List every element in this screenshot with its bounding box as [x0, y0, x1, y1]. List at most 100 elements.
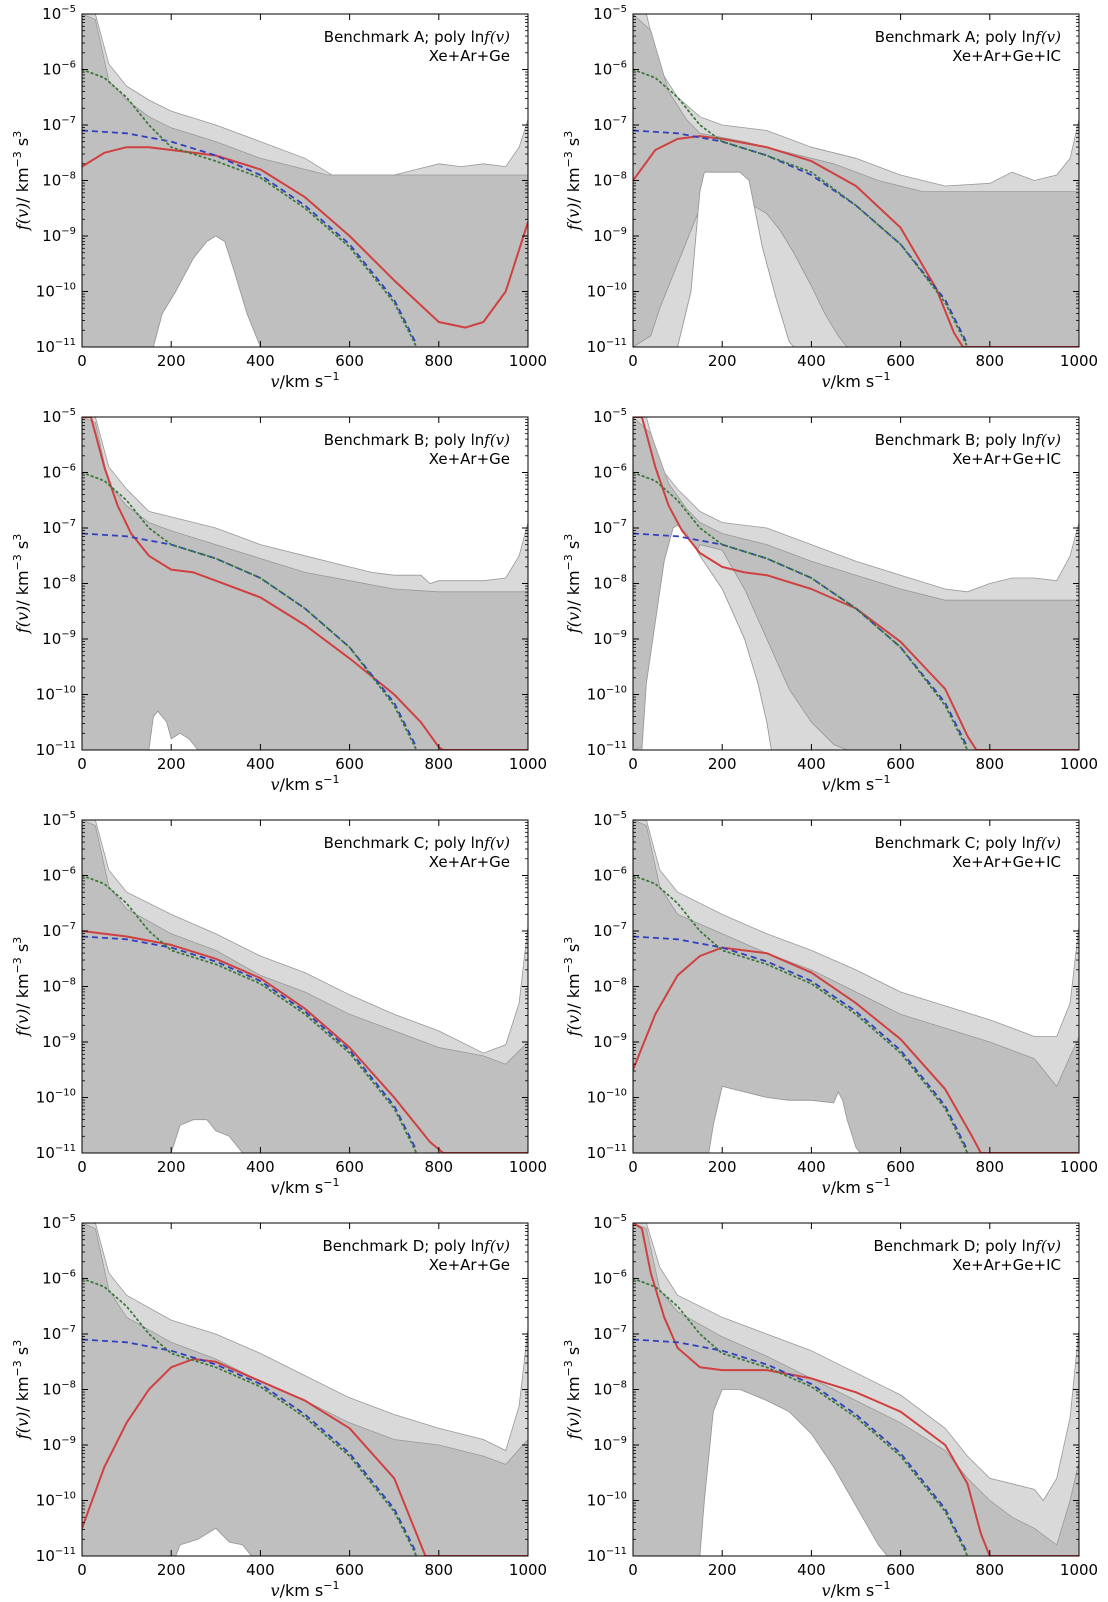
chart-2-plot-area: [633, 14, 1079, 347]
chart-7-y-tick-label: 10−5: [42, 1213, 76, 1232]
chart-1-y-tick-label: 10−11: [36, 337, 76, 356]
chart-8-x-tick-label: 400: [797, 1561, 826, 1579]
chart-6-y-tick-label: 10−9: [593, 1032, 627, 1051]
chart-5-series-solid: [82, 930, 528, 1153]
chart-3-x-tick-label: 600: [335, 755, 364, 773]
chart-4-y-tick-label: 10−6: [593, 463, 627, 482]
chart-6-series-dashed: [633, 935, 969, 1151]
chart-5-title-line2: Xe+Ar+Ge: [429, 853, 510, 871]
chart-8-y-axis-label: f(v)/ km−3 s3: [562, 1340, 583, 1440]
chart-6-y-tick-label: 10−5: [593, 810, 627, 829]
chart-4-title-line1: Benchmark B; poly lnf(v): [875, 431, 1061, 449]
chart-4-x-tick-label: 600: [886, 755, 915, 773]
chart-3-x-tick-label: 800: [424, 755, 453, 773]
chart-7-series-dashed: [82, 1338, 418, 1554]
chart-4-title-line2: Xe+Ar+Ge+IC: [952, 450, 1061, 468]
chart-4-band-gap: [633, 525, 1079, 750]
chart-7-y-tick-label: 10−9: [42, 1435, 76, 1454]
chart-5-band-lower-edge: [82, 1119, 528, 1153]
chart-1-x-tick-label: 0: [77, 352, 87, 370]
chart-4-plot-area: [633, 417, 1079, 750]
chart-8-x-tick-label: 800: [975, 1561, 1004, 1579]
chart-1-x-tick-label: 200: [157, 352, 186, 370]
chart-5-y-tick-label: 10−5: [42, 810, 76, 829]
chart-8-y-tick-label: 10−5: [593, 1213, 627, 1232]
chart-4-y-tick-label: 10−8: [593, 574, 627, 593]
chart-1-x-axis-label: v/km s−1: [271, 370, 340, 391]
chart-1-series-dotted: [82, 68, 418, 347]
chart-7-band-lower-edge: [82, 1527, 528, 1556]
chart-1-x-tick-label: 400: [246, 352, 275, 370]
chart-2-band-lower-edge: [633, 171, 1079, 347]
chart-2-series-solid: [633, 135, 1079, 347]
chart-8-x-tick-label: 0: [628, 1561, 638, 1579]
chart-5-y-tick-label: 10−10: [36, 1088, 76, 1107]
chart-2-y-tick-label: 10−7: [593, 115, 627, 134]
chart-2-y-tick-label: 10−6: [593, 60, 627, 79]
chart-1-plot-area: [82, 14, 528, 347]
chart-8-y-tick-label: 10−7: [593, 1324, 627, 1343]
chart-3-y-tick-label: 10−8: [42, 574, 76, 593]
chart-1-series-solid: [82, 146, 528, 329]
chart-1-y-tick-label: 10−5: [42, 4, 76, 23]
chart-5-x-tick-label: 200: [157, 1158, 186, 1176]
chart-1-y-tick-label: 10−10: [36, 282, 76, 301]
chart-3-x-tick-label: 1000: [509, 755, 547, 773]
chart-3-band-lower-edge: [82, 710, 528, 750]
chart-2-x-tick-label: 600: [886, 352, 915, 370]
chart-8-y-tick-label: 10−6: [593, 1269, 627, 1288]
chart-1-title-line1: Benchmark A; poly lnf(v): [324, 28, 510, 46]
chart-8-y-tick-label: 10−10: [587, 1491, 627, 1510]
chart-5: 0 200 400 600 800 1000 10−5 10−6 10−7 10−8 10−9 10−…: [11, 810, 547, 1197]
chart-2-series-dotted: [633, 68, 969, 347]
chart-7-plot-area: [82, 1223, 528, 1556]
chart-3-y-tick-label: 10−5: [42, 407, 76, 426]
chart-4: 0 200 400 600 800 1000 10−5 10−6 10−7 10−8 10−9 10−…: [562, 407, 1098, 794]
chart-7-y-tick-label: 10−6: [42, 1269, 76, 1288]
chart-3-series-dotted: [82, 471, 418, 750]
chart-8-y-tick-label: 10−11: [587, 1546, 627, 1565]
chart-7: 0 200 400 600 800 1000 10−5 10−6 10−7 10−8 10−9 10−…: [11, 1213, 547, 1600]
chart-8-x-axis-label: v/km s−1: [822, 1579, 891, 1600]
chart-8-x-tick-label: 600: [886, 1561, 915, 1579]
chart-3-x-axis-label: v/km s−1: [271, 773, 340, 794]
chart-7-x-tick-label: 400: [246, 1561, 275, 1579]
chart-4-series-dotted: [633, 471, 969, 750]
chart-6-band-lower-edge: [633, 1085, 1079, 1153]
chart-6-y-tick-label: 10−10: [587, 1088, 627, 1107]
chart-5-band-gap: [82, 1119, 528, 1153]
chart-6-series-solid: [633, 946, 1079, 1153]
chart-5-y-tick-label: 10−8: [42, 977, 76, 996]
chart-4-y-tick-label: 10−11: [587, 740, 627, 759]
chart-5-x-axis-label: v/km s−1: [271, 1176, 340, 1197]
chart-6-x-tick-label: 800: [975, 1158, 1004, 1176]
chart-8-band-lower-edge: [633, 1389, 1079, 1556]
chart-6-x-tick-label: 200: [708, 1158, 737, 1176]
chart-8-band-gap: [633, 1389, 1079, 1556]
chart-5-x-tick-label: 1000: [509, 1158, 547, 1176]
chart-3-title-line2: Xe+Ar+Ge: [429, 450, 510, 468]
chart-1-x-tick-label: 1000: [509, 352, 547, 370]
chart-3-title-line1: Benchmark B; poly lnf(v): [324, 431, 510, 449]
chart-7-x-tick-label: 800: [424, 1561, 453, 1579]
chart-7-y-tick-label: 10−7: [42, 1324, 76, 1343]
chart-3-y-tick-label: 10−9: [42, 629, 76, 648]
chart-3-y-tick-label: 10−7: [42, 518, 76, 537]
chart-2-x-tick-label: 400: [797, 352, 826, 370]
chart-6-x-tick-label: 0: [628, 1158, 638, 1176]
chart-7-x-tick-label: 0: [77, 1561, 87, 1579]
chart-6-title-line2: Xe+Ar+Ge+IC: [952, 853, 1061, 871]
chart-6-x-tick-label: 600: [886, 1158, 915, 1176]
chart-2-band-gap: [633, 172, 1079, 347]
chart-6-y-tick-label: 10−7: [593, 921, 627, 940]
chart-8-title-line2: Xe+Ar+Ge+IC: [952, 1256, 1061, 1274]
chart-8-series-dashed: [633, 1338, 969, 1554]
chart-6-y-tick-label: 10−6: [593, 866, 627, 885]
chart-4-x-tick-label: 200: [708, 755, 737, 773]
chart-3: 0 200 400 600 800 1000 10−5 10−6 10−7 10−8 10−9 10−…: [11, 407, 547, 794]
chart-3-x-tick-label: 400: [246, 755, 275, 773]
chart-7-y-tick-label: 10−11: [36, 1546, 76, 1565]
chart-3-band-inner: [82, 417, 528, 750]
chart-4-x-tick-label: 0: [628, 755, 638, 773]
